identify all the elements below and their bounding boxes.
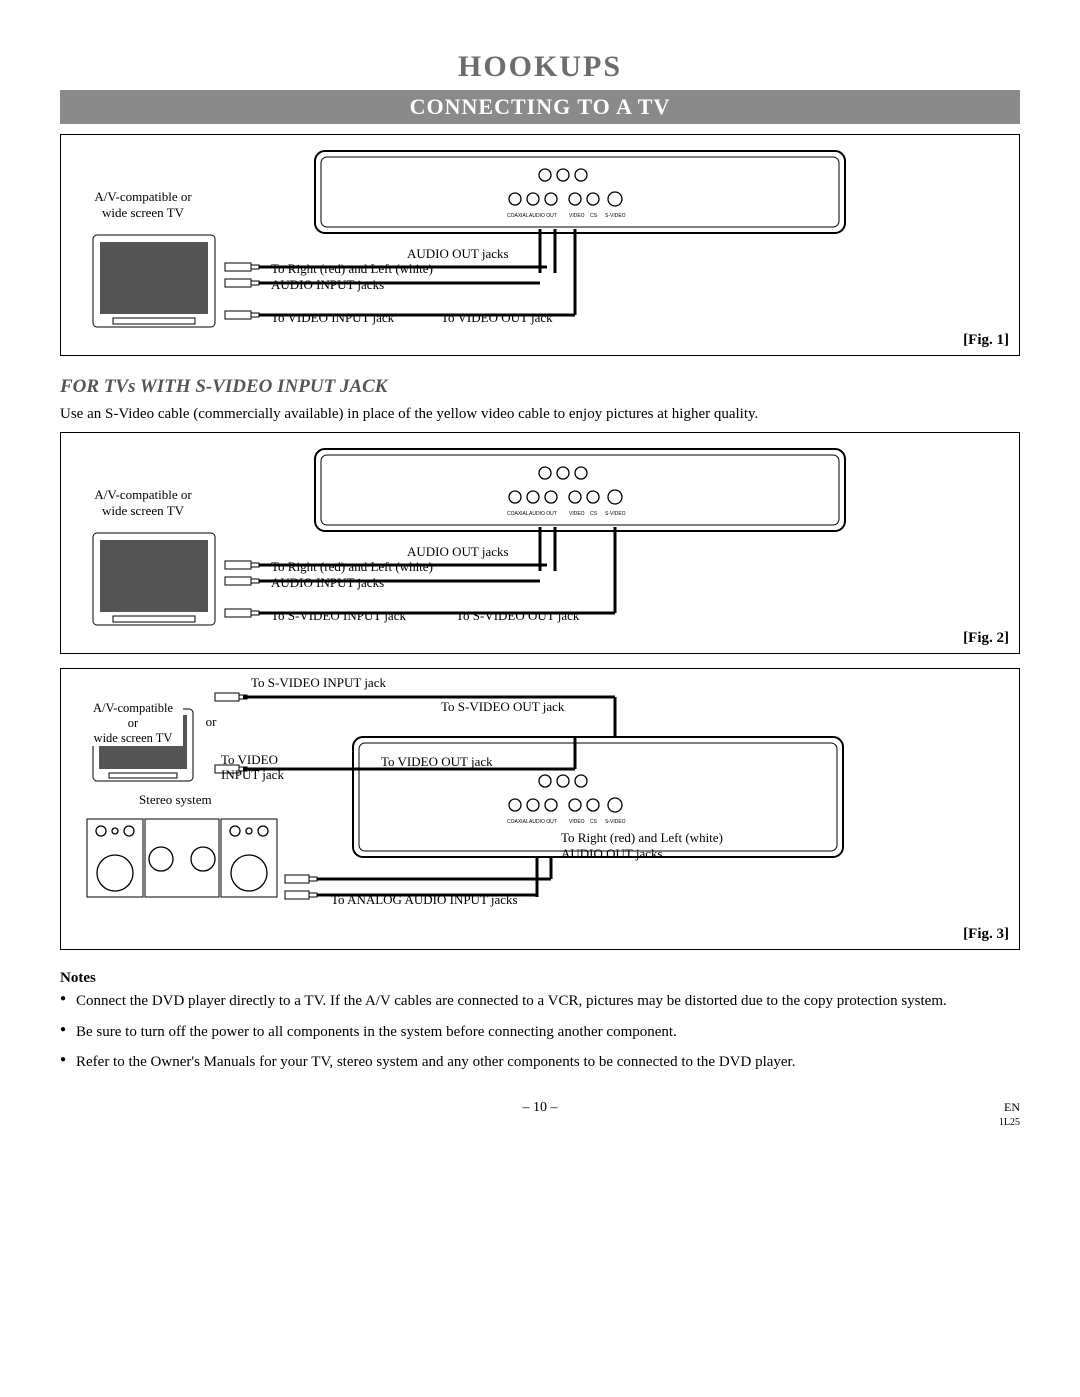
svg-text:CS: CS xyxy=(590,511,598,517)
fig2-svideo-out: To S-VIDEO OUT jack xyxy=(456,607,579,625)
page-footer: – 10 – EN 1L25 xyxy=(60,1100,1020,1129)
svg-text:CS: CS xyxy=(590,213,598,219)
footer-lang: EN xyxy=(1004,1100,1020,1114)
svg-text:COAXIAL: COAXIAL xyxy=(507,819,529,825)
fig3-audio-out: AUDIO OUT jacks xyxy=(561,845,663,863)
figure-3: COAXIALAUDIO OUT VIDEO CS S-VIDEO xyxy=(60,668,1020,950)
fig3-or: or xyxy=(199,713,223,731)
notes-list: Connect the DVD player directly to a TV.… xyxy=(60,991,1020,1072)
fig3-svideo-out: To S-VIDEO OUT jack xyxy=(441,698,564,716)
svg-text:AUDIO OUT: AUDIO OUT xyxy=(529,213,557,219)
svg-text:CS: CS xyxy=(590,819,598,825)
fig1-caption: [Fig. 1] xyxy=(963,332,1009,349)
fig3-video-in: To VIDEO INPUT jack xyxy=(221,753,284,782)
svideo-paragraph: Use an S-Video cable (commercially avail… xyxy=(60,404,1020,424)
fig3-video-out: To VIDEO OUT jack xyxy=(381,753,493,771)
note-item: Refer to the Owner's Manuals for your TV… xyxy=(60,1052,1020,1072)
fig3-stereo-label: Stereo system xyxy=(139,791,212,809)
fig2-caption: [Fig. 2] xyxy=(963,630,1009,647)
svg-text:AUDIO OUT: AUDIO OUT xyxy=(529,511,557,517)
svideo-heading: FOR TVs WITH S-VIDEO INPUT JACK xyxy=(60,376,1020,398)
fig1-audio-in: AUDIO INPUT jacks xyxy=(271,276,384,294)
svg-text:AUDIO OUT: AUDIO OUT xyxy=(529,819,557,825)
svg-text:VIDEO: VIDEO xyxy=(569,213,585,219)
svg-text:S-VIDEO: S-VIDEO xyxy=(605,819,626,825)
svg-text:S-VIDEO: S-VIDEO xyxy=(605,213,626,219)
svg-text:VIDEO: VIDEO xyxy=(569,511,585,517)
fig3-svideo-in: To S-VIDEO INPUT jack xyxy=(251,674,386,692)
fig1-video-in: To VIDEO INPUT jack xyxy=(271,309,394,327)
note-item: Connect the DVD player directly to a TV.… xyxy=(60,991,1020,1011)
fig3-caption: [Fig. 3] xyxy=(963,926,1009,943)
figure-1: COAXIAL AUDIO OUT VIDEO CS S-VIDEO A/V-c… xyxy=(60,134,1020,356)
page-title: HOOKUPS xyxy=(60,50,1020,84)
svg-text:VIDEO: VIDEO xyxy=(569,819,585,825)
footer-code: 1L25 xyxy=(999,1117,1020,1128)
fig2-audio-in: AUDIO INPUT jacks xyxy=(271,574,384,592)
svg-text:COAXIAL: COAXIAL xyxy=(507,213,529,219)
figure-2-diagram: COAXIALAUDIO OUT VIDEO CS S-VIDEO xyxy=(75,443,995,633)
fig3-analog: To ANALOG AUDIO INPUT jacks xyxy=(331,891,518,909)
page-number: – 10 – xyxy=(140,1100,940,1116)
notes-heading: Notes xyxy=(60,970,1020,987)
note-item: Be sure to turn off the power to all com… xyxy=(60,1022,1020,1042)
fig1-video-out: To VIDEO OUT jack xyxy=(441,309,553,327)
fig2-tv-label: A/V-compatible or wide screen TV xyxy=(83,487,203,518)
fig2-svideo-in: To S-VIDEO INPUT jack xyxy=(271,607,406,625)
svg-text:COAXIAL: COAXIAL xyxy=(507,511,529,517)
fig3-tv-label: A/V-compatible or wide screen TV xyxy=(83,701,183,746)
fig1-tv-label: A/V-compatible or wide screen TV xyxy=(83,189,203,220)
svg-text:S-VIDEO: S-VIDEO xyxy=(605,511,626,517)
figure-2: COAXIALAUDIO OUT VIDEO CS S-VIDEO A/V-comp… xyxy=(60,432,1020,654)
section-bar: CONNECTING TO A TV xyxy=(60,90,1020,124)
figure-1-diagram: COAXIAL AUDIO OUT VIDEO CS S-VIDEO xyxy=(75,145,995,335)
